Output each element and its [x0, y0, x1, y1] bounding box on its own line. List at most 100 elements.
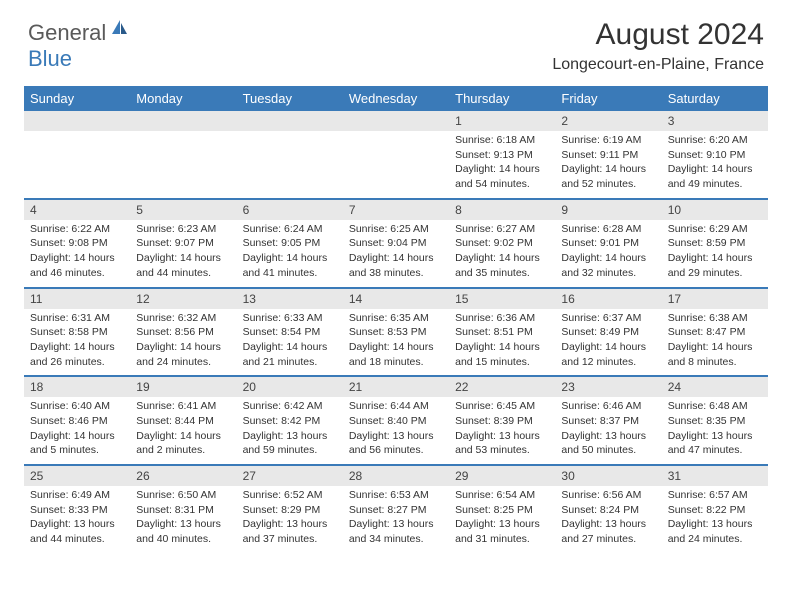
sunrise-text: Sunrise: 6:19 AM: [561, 133, 655, 148]
daylight-text: Daylight: 14 hours and 21 minutes.: [243, 340, 337, 369]
daylight-text: Daylight: 13 hours and 44 minutes.: [30, 517, 124, 546]
day-number-cell: 29: [449, 466, 555, 486]
sunset-text: Sunset: 8:47 PM: [668, 325, 762, 340]
day-detail-cell: Sunrise: 6:33 AMSunset: 8:54 PMDaylight:…: [237, 309, 343, 376]
day-number-cell: 1: [449, 111, 555, 131]
day-number-cell: 3: [662, 111, 768, 131]
daylight-text: Daylight: 14 hours and 41 minutes.: [243, 251, 337, 280]
day-detail-cell: Sunrise: 6:54 AMSunset: 8:25 PMDaylight:…: [449, 486, 555, 553]
location: Longecourt-en-Plaine, France: [552, 56, 764, 74]
day-detail-cell: Sunrise: 6:20 AMSunset: 9:10 PMDaylight:…: [662, 131, 768, 198]
daylight-text: Daylight: 14 hours and 46 minutes.: [30, 251, 124, 280]
daylight-text: Daylight: 14 hours and 15 minutes.: [455, 340, 549, 369]
day-number-cell: 20: [237, 377, 343, 397]
daylight-text: Daylight: 13 hours and 24 minutes.: [668, 517, 762, 546]
sunrise-text: Sunrise: 6:31 AM: [30, 311, 124, 326]
sunset-text: Sunset: 9:01 PM: [561, 236, 655, 251]
sunrise-text: Sunrise: 6:42 AM: [243, 399, 337, 414]
sunrise-text: Sunrise: 6:44 AM: [349, 399, 443, 414]
day-number-cell: 17: [662, 289, 768, 309]
header: General August 2024 Longecourt-en-Plaine…: [0, 0, 792, 82]
sunset-text: Sunset: 8:33 PM: [30, 503, 124, 518]
day-number-cell: 2: [555, 111, 661, 131]
day-detail-cell: [24, 131, 130, 198]
day-number-cell: [130, 111, 236, 131]
daylight-text: Daylight: 14 hours and 38 minutes.: [349, 251, 443, 280]
day-detail-cell: Sunrise: 6:24 AMSunset: 9:05 PMDaylight:…: [237, 220, 343, 287]
day-header: Friday: [555, 86, 661, 111]
daylight-text: Daylight: 14 hours and 12 minutes.: [561, 340, 655, 369]
day-number-cell: 15: [449, 289, 555, 309]
logo-text-general: General: [28, 20, 106, 46]
logo-blue-wrap: Blue: [28, 46, 72, 72]
daylight-text: Daylight: 13 hours and 50 minutes.: [561, 429, 655, 458]
day-detail-cell: Sunrise: 6:32 AMSunset: 8:56 PMDaylight:…: [130, 309, 236, 376]
sunset-text: Sunset: 9:08 PM: [30, 236, 124, 251]
sunrise-text: Sunrise: 6:20 AM: [668, 133, 762, 148]
daynum-row: 11121314151617: [24, 289, 768, 309]
sunrise-text: Sunrise: 6:18 AM: [455, 133, 549, 148]
day-number-cell: 30: [555, 466, 661, 486]
day-detail-cell: Sunrise: 6:23 AMSunset: 9:07 PMDaylight:…: [130, 220, 236, 287]
day-number-cell: 16: [555, 289, 661, 309]
sunrise-text: Sunrise: 6:45 AM: [455, 399, 549, 414]
day-detail-cell: Sunrise: 6:50 AMSunset: 8:31 PMDaylight:…: [130, 486, 236, 553]
sunrise-text: Sunrise: 6:29 AM: [668, 222, 762, 237]
day-number-cell: 27: [237, 466, 343, 486]
sunset-text: Sunset: 8:39 PM: [455, 414, 549, 429]
day-detail-cell: [130, 131, 236, 198]
day-number-cell: 13: [237, 289, 343, 309]
sunrise-text: Sunrise: 6:46 AM: [561, 399, 655, 414]
daynum-row: 18192021222324: [24, 377, 768, 397]
daylight-text: Daylight: 13 hours and 47 minutes.: [668, 429, 762, 458]
daylight-text: Daylight: 14 hours and 54 minutes.: [455, 162, 549, 191]
daylight-text: Daylight: 14 hours and 49 minutes.: [668, 162, 762, 191]
day-detail-cell: Sunrise: 6:53 AMSunset: 8:27 PMDaylight:…: [343, 486, 449, 553]
day-number-cell: 24: [662, 377, 768, 397]
sunrise-text: Sunrise: 6:33 AM: [243, 311, 337, 326]
day-detail-cell: [343, 131, 449, 198]
day-detail-cell: Sunrise: 6:45 AMSunset: 8:39 PMDaylight:…: [449, 397, 555, 464]
sunrise-text: Sunrise: 6:22 AM: [30, 222, 124, 237]
day-header: Thursday: [449, 86, 555, 111]
sunset-text: Sunset: 8:53 PM: [349, 325, 443, 340]
day-header: Tuesday: [237, 86, 343, 111]
sunset-text: Sunset: 8:27 PM: [349, 503, 443, 518]
day-header: Saturday: [662, 86, 768, 111]
sunset-text: Sunset: 8:58 PM: [30, 325, 124, 340]
daylight-text: Daylight: 14 hours and 32 minutes.: [561, 251, 655, 280]
day-number-cell: 8: [449, 200, 555, 220]
daylight-text: Daylight: 13 hours and 40 minutes.: [136, 517, 230, 546]
daylight-text: Daylight: 13 hours and 31 minutes.: [455, 517, 549, 546]
sunrise-text: Sunrise: 6:25 AM: [349, 222, 443, 237]
sunrise-text: Sunrise: 6:49 AM: [30, 488, 124, 503]
logo-text-blue: Blue: [28, 46, 72, 71]
daynum-row: 25262728293031: [24, 466, 768, 486]
sunset-text: Sunset: 8:35 PM: [668, 414, 762, 429]
sunset-text: Sunset: 8:54 PM: [243, 325, 337, 340]
daylight-text: Daylight: 14 hours and 35 minutes.: [455, 251, 549, 280]
day-detail-cell: Sunrise: 6:57 AMSunset: 8:22 PMDaylight:…: [662, 486, 768, 553]
sunset-text: Sunset: 9:05 PM: [243, 236, 337, 251]
day-detail-cell: Sunrise: 6:35 AMSunset: 8:53 PMDaylight:…: [343, 309, 449, 376]
sunset-text: Sunset: 8:22 PM: [668, 503, 762, 518]
day-number-cell: 9: [555, 200, 661, 220]
sunrise-text: Sunrise: 6:24 AM: [243, 222, 337, 237]
day-number-cell: 10: [662, 200, 768, 220]
sunrise-text: Sunrise: 6:57 AM: [668, 488, 762, 503]
day-number-cell: 25: [24, 466, 130, 486]
day-detail-cell: Sunrise: 6:46 AMSunset: 8:37 PMDaylight:…: [555, 397, 661, 464]
day-detail-cell: [237, 131, 343, 198]
sunset-text: Sunset: 8:37 PM: [561, 414, 655, 429]
daylight-text: Daylight: 14 hours and 2 minutes.: [136, 429, 230, 458]
day-detail-cell: Sunrise: 6:41 AMSunset: 8:44 PMDaylight:…: [130, 397, 236, 464]
sunrise-text: Sunrise: 6:54 AM: [455, 488, 549, 503]
daylight-text: Daylight: 13 hours and 56 minutes.: [349, 429, 443, 458]
day-number-cell: 18: [24, 377, 130, 397]
day-number-cell: 28: [343, 466, 449, 486]
logo-sail-icon: [110, 18, 130, 41]
sunset-text: Sunset: 9:04 PM: [349, 236, 443, 251]
calendar-table: Sunday Monday Tuesday Wednesday Thursday…: [24, 86, 768, 553]
day-number-cell: 6: [237, 200, 343, 220]
daylight-text: Daylight: 13 hours and 37 minutes.: [243, 517, 337, 546]
